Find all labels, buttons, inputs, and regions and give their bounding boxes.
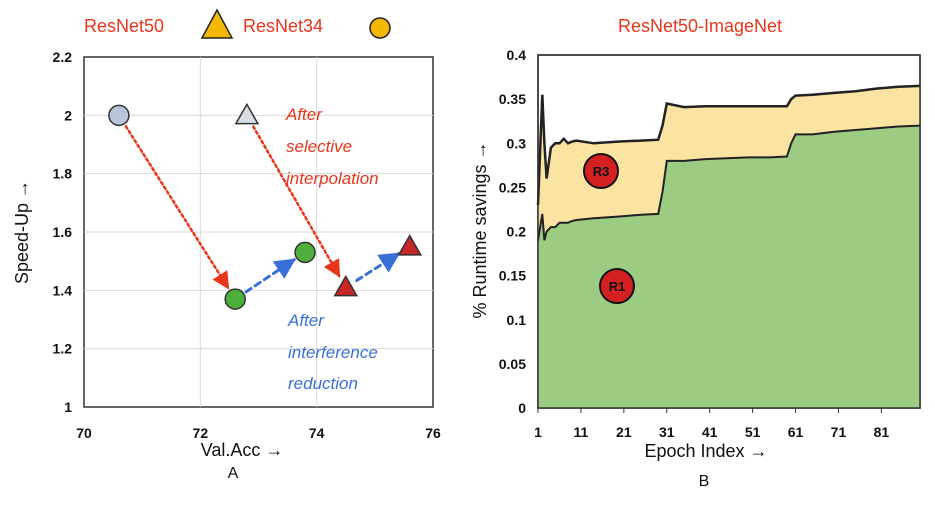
chart-b-y-ticks: 0 0.05 0.1 0.15 0.2 0.25 0.3 0.35 0.4 (499, 47, 526, 416)
chart-b-x-axis-label: Epoch Index → (644, 441, 767, 461)
chart-a-y-tick-label: 2.2 (53, 49, 73, 65)
arrow-selective-0 (124, 125, 230, 290)
point-resnet50-optimized-1 (397, 234, 423, 256)
chart-a-panel-label: A (228, 465, 239, 482)
chart-a-x-tick-label: 70 (76, 425, 92, 441)
legend-label-resnet34: ResNet34 (243, 16, 323, 36)
point-resnet50-optimized-0 (333, 274, 359, 297)
region-badge-r1-label: R1 (609, 279, 626, 294)
chart-a-gridlines (84, 57, 433, 407)
chart-a-y-tick-label: 1.2 (53, 341, 73, 357)
chart-a-y-tick-label: 1.4 (53, 282, 73, 298)
chart-b-x-tick-label: 81 (874, 424, 890, 440)
point-resnet34-baseline-0 (108, 104, 130, 127)
annotation-interference-line-3: reduction (288, 374, 358, 393)
region-badge-r1-circle (599, 268, 635, 304)
chart-b-y-tick-label: 0.1 (507, 312, 527, 328)
chart-a-arrows (124, 125, 401, 294)
chart-b-frame (537, 54, 921, 409)
chart-b-y-tick-label: 0.35 (499, 91, 526, 107)
chart-b-x-tick-label: 31 (659, 424, 675, 440)
annotation-interference: After interference reduction (287, 311, 378, 393)
annotation-interference-line-1: After (287, 311, 325, 330)
chart-a-y-ticks: 1 1.2 1.4 1.6 1.8 2 2.2 (53, 49, 73, 415)
region-badge-r1: R1 (599, 268, 635, 304)
chart-b-x-tick-label: 11 (574, 424, 589, 440)
chart-b-y-tick-label: 0.15 (499, 268, 526, 284)
chart-b-x-ticks: 1 11 21 31 41 51 61 71 81 (534, 408, 889, 440)
point-resnet50-baseline-0 (234, 102, 260, 125)
chart-a-points (108, 102, 423, 310)
legend-marker-resnet50 (200, 8, 234, 39)
chart-b-title: ResNet50-ImageNet (618, 16, 782, 36)
chart-b-y-tick-label: 0.25 (499, 179, 526, 195)
chart-a-legend: ResNet50 ResNet34 (84, 8, 391, 39)
chart-b-x-tick-label: 51 (745, 424, 761, 440)
chart-a-x-ticks: 70 72 74 76 (76, 425, 441, 441)
area-r1 (538, 125, 920, 408)
chart-a-x-axis-label: Val.Acc → (201, 440, 284, 460)
region-badge-r3-circle (583, 153, 619, 189)
region-badge-r3: R3 (583, 153, 619, 189)
chart-b-y-axis-label: % Runtime savings → (470, 141, 490, 318)
boundary-line-total (536, 84, 921, 206)
annotation-selective: After selective interpolation (285, 105, 379, 188)
arrow-interference-3 (355, 252, 401, 282)
chart-b-x-tick-label: 41 (702, 424, 718, 440)
chart-b-x-tick-label: 61 (788, 424, 804, 440)
chart-b-y-tick-label: 0 (518, 400, 526, 416)
chart-a-y-tick-label: 2 (64, 107, 72, 123)
chart-a: ResNet50 ResNet34 1 1.2 1.4 1.6 1.8 2 2.2 70 72… (12, 8, 441, 482)
chart-b-y-tick-label: 0.4 (507, 47, 527, 63)
arrow-selective-1 (252, 125, 341, 278)
chart-b-y-tick-label: 0.05 (499, 356, 526, 372)
point-resnet34-optimized-0 (224, 288, 246, 310)
chart-b-y-tick-label: 0.2 (507, 224, 527, 240)
chart-b-x-tick-label: 71 (831, 424, 847, 440)
chart-a-y-tick-label: 1.8 (53, 166, 73, 182)
chart-a-x-tick-label: 72 (193, 425, 209, 441)
chart-a-y-axis-label: Speed-Up → (12, 180, 32, 284)
annotation-selective-line-2: selective (286, 137, 352, 156)
legend-marker-resnet34 (369, 17, 391, 39)
annotation-selective-line-3: interpolation (286, 169, 379, 188)
chart-a-x-tick-label: 74 (309, 425, 325, 441)
chart-a-y-tick-label: 1.6 (53, 224, 73, 240)
point-resnet34-optimized-1 (294, 241, 316, 264)
annotation-selective-line-1: After (285, 105, 323, 124)
boundary-line-r1 (537, 124, 921, 241)
region-badge-r3-label: R3 (593, 164, 610, 179)
legend-label-resnet50: ResNet50 (84, 16, 164, 36)
chart-b-y-tick-label: 0.3 (507, 135, 527, 151)
chart-b-panel-label: B (699, 473, 710, 490)
chart-a-x-tick-label: 76 (425, 425, 441, 441)
chart-b-x-tick-label: 21 (616, 424, 632, 440)
chart-b-x-tick-label: 1 (534, 424, 542, 440)
chart-a-y-tick-label: 1 (64, 399, 72, 415)
chart-b: ResNet50-ImageNet 0 0.05 0.1 0.15 0.2 0.25 0.3… (470, 16, 921, 490)
arrow-interference-2 (244, 258, 296, 294)
annotation-interference-line-2: interference (288, 343, 378, 362)
